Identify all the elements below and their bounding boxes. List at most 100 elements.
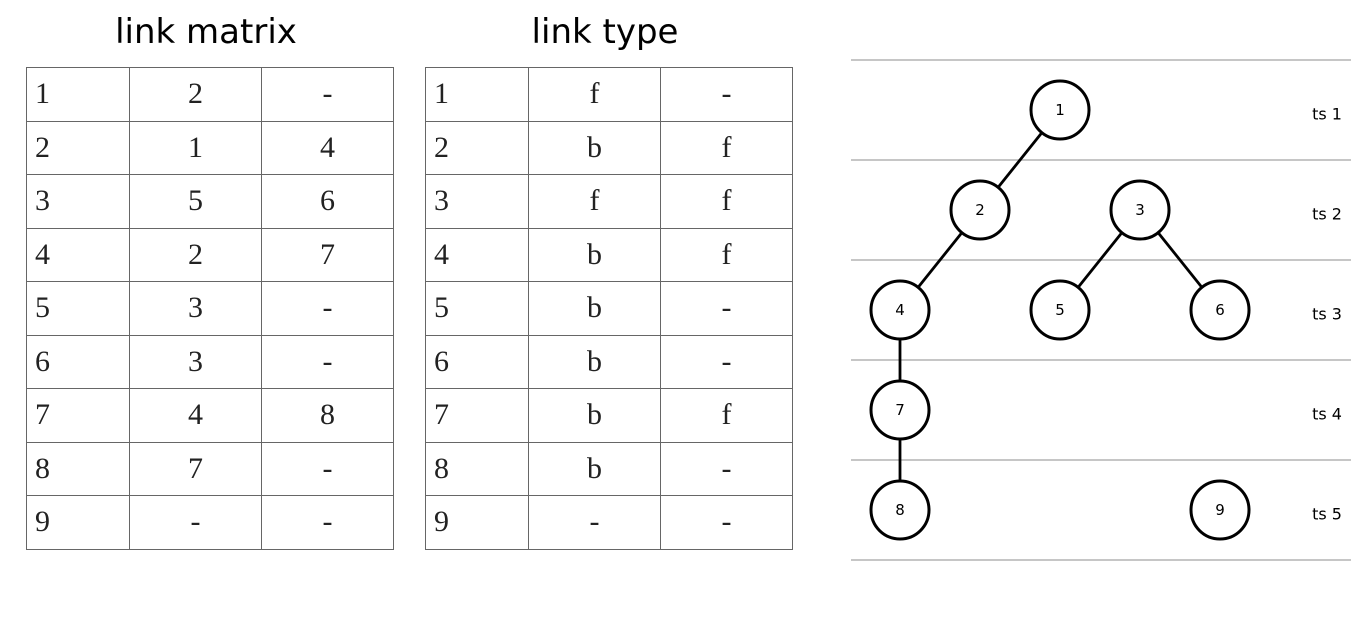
node-label: 2 — [975, 201, 985, 219]
table-cell: - — [660, 495, 793, 550]
table-cell: 2 — [26, 120, 130, 175]
node-circle — [869, 379, 931, 441]
table-cell: 2 — [129, 67, 262, 122]
table-cell: f — [660, 120, 793, 175]
table-cell: - — [660, 281, 793, 336]
table-cell: 7 — [425, 388, 529, 443]
timestep-label: ts 2 — [1312, 205, 1342, 224]
table-cell: 4 — [261, 120, 394, 175]
table-cell: 9 — [26, 495, 130, 550]
table-cell: 7 — [261, 227, 394, 282]
table-cell: 8 — [261, 388, 394, 443]
table-cell: 4 — [26, 227, 130, 282]
table-cell: 5 — [129, 174, 262, 229]
node-circle — [869, 279, 931, 341]
table-cell: f — [528, 174, 661, 229]
table-cell: 6 — [425, 334, 529, 389]
table-cell: - — [129, 495, 262, 550]
table-cell: 5 — [26, 281, 130, 336]
node-label: 7 — [895, 401, 905, 419]
table-cell: f — [660, 388, 793, 443]
table-cell: b — [528, 227, 661, 282]
node-circle — [869, 479, 931, 541]
table-cell: 3 — [425, 174, 529, 229]
table-cell: - — [261, 67, 394, 122]
node-circle — [1189, 279, 1251, 341]
tree-node-8: 8 — [869, 479, 931, 541]
timestep-label: ts 5 — [1312, 505, 1342, 524]
tree-node-7: 7 — [869, 379, 931, 441]
table-cell: f — [528, 67, 661, 122]
table-cell: 9 — [425, 495, 529, 550]
table-cell: f — [660, 174, 793, 229]
link-type-row: 9-- — [425, 495, 793, 550]
node-label: 5 — [1055, 301, 1065, 319]
timestep-label: ts 3 — [1312, 305, 1342, 324]
table-cell: 4 — [129, 388, 262, 443]
table-cell: 8 — [26, 441, 130, 496]
table-cell: - — [261, 441, 394, 496]
node-circle — [1189, 479, 1251, 541]
tree-node-5: 5 — [1029, 279, 1091, 341]
table-cell: 2 — [129, 227, 262, 282]
node-circle — [1029, 279, 1091, 341]
table-cell: 7 — [26, 388, 130, 443]
table-cell: - — [528, 495, 661, 550]
node-label: 1 — [1055, 101, 1065, 119]
table-cell: b — [528, 334, 661, 389]
tree-node-9: 9 — [1189, 479, 1251, 541]
node-label: 4 — [895, 301, 905, 319]
link-matrix-row: 9-- — [26, 495, 394, 550]
table-cell: - — [261, 495, 394, 550]
table-cell: 1 — [26, 67, 130, 122]
table-cell: - — [660, 441, 793, 496]
table-cell: 3 — [129, 334, 262, 389]
timestep-label: ts 4 — [1312, 405, 1342, 424]
tree-node-2: 2 — [949, 179, 1011, 241]
table-cell: b — [528, 388, 661, 443]
table-cell: 2 — [425, 120, 529, 175]
table-cell: 6 — [261, 174, 394, 229]
table-cell: 1 — [129, 120, 262, 175]
table-cell: b — [528, 120, 661, 175]
node-circle — [1109, 179, 1171, 241]
table-cell: 8 — [425, 441, 529, 496]
link-matrix-title: link matrix — [115, 12, 297, 52]
node-circle — [1029, 79, 1091, 141]
node-label: 9 — [1215, 501, 1225, 519]
table-cell: 3 — [26, 174, 130, 229]
table-cell: - — [261, 281, 394, 336]
tree-node-6: 6 — [1189, 279, 1251, 341]
timestep-label: ts 1 — [1312, 105, 1342, 124]
table-cell: f — [660, 227, 793, 282]
table-cell: 6 — [26, 334, 130, 389]
table-cell: 5 — [425, 281, 529, 336]
tree-node-1: 1 — [1029, 79, 1091, 141]
table-cell: b — [528, 281, 661, 336]
tree-node-4: 4 — [869, 279, 931, 341]
table-cell: - — [660, 334, 793, 389]
tree-node-3: 3 — [1109, 179, 1171, 241]
node-label: 3 — [1135, 201, 1145, 219]
table-cell: 7 — [129, 441, 262, 496]
node-label: 8 — [895, 501, 905, 519]
node-circle — [949, 179, 1011, 241]
table-cell: 3 — [129, 281, 262, 336]
